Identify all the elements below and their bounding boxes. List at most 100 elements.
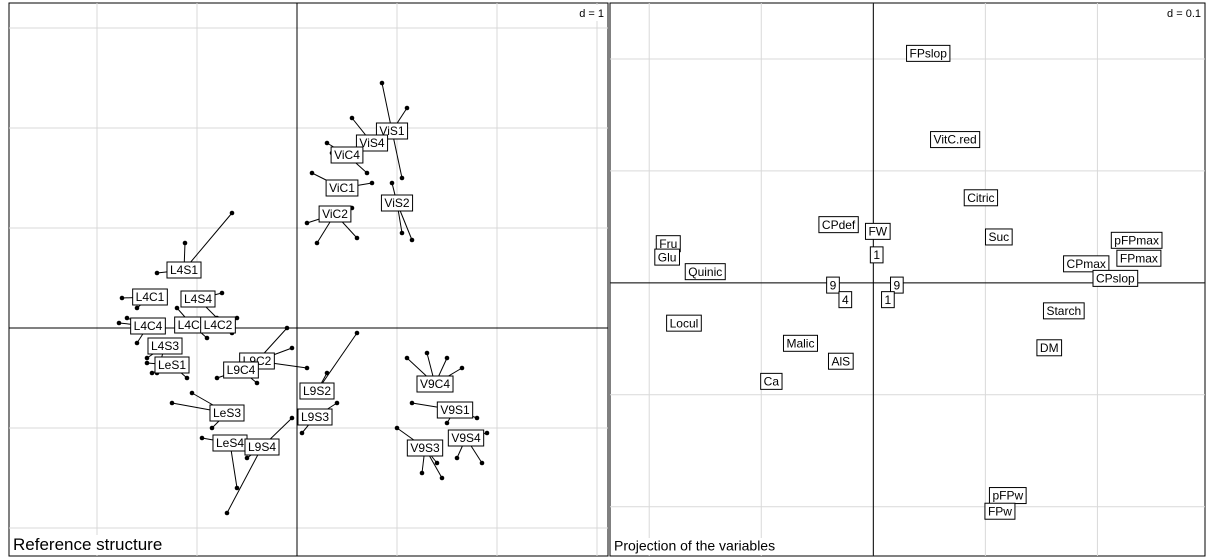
point-label: pFPmax <box>1110 231 1163 249</box>
point-label: L4S3 <box>147 337 183 355</box>
point-label: FW <box>864 222 891 240</box>
d-label-bg <box>1155 5 1203 21</box>
label-text: Starch <box>1046 304 1081 318</box>
label-text: Citric <box>967 191 994 205</box>
point-label: Locul <box>666 314 702 332</box>
point <box>354 235 360 241</box>
label-box <box>864 222 891 240</box>
label-box <box>906 44 951 62</box>
point-label: L9S4 <box>244 438 280 456</box>
point <box>484 430 490 436</box>
label-text: Locul <box>670 316 699 330</box>
point-label: pFPw <box>988 487 1027 505</box>
point-label: DM <box>1036 339 1063 357</box>
label-box <box>416 375 454 393</box>
point <box>309 170 315 176</box>
point <box>124 315 130 321</box>
label-text: ViS2 <box>384 196 409 210</box>
point-label: L4C2 <box>200 316 236 334</box>
label-box <box>180 290 216 308</box>
label-box <box>1092 269 1139 287</box>
point <box>134 340 140 346</box>
point <box>234 315 240 321</box>
scale-label: d = 1 <box>579 8 604 20</box>
point <box>324 370 330 376</box>
label-box <box>666 314 702 332</box>
point-label: 1 <box>881 291 895 309</box>
point <box>199 435 205 441</box>
point-label: L9S3 <box>297 408 333 426</box>
label-text: L9S4 <box>248 440 276 454</box>
point-label: ViS2 <box>380 194 414 212</box>
point <box>454 455 460 461</box>
point-label: VitC.red <box>930 131 981 149</box>
point <box>284 325 290 331</box>
point <box>424 350 430 356</box>
label-box <box>325 179 359 197</box>
point <box>439 475 445 481</box>
point <box>409 400 415 406</box>
label-box <box>869 246 884 264</box>
label-box <box>826 276 840 294</box>
point-label: L9C4 <box>223 361 259 379</box>
point-label: ViS4 <box>355 134 389 152</box>
label-text: V9S3 <box>410 441 440 455</box>
scale-label: d = 0.1 <box>1167 8 1201 20</box>
point <box>304 365 310 371</box>
point <box>174 305 180 311</box>
label-box <box>827 352 854 370</box>
point <box>379 80 385 86</box>
label-text: LeS1 <box>158 358 186 372</box>
label-text: Quinic <box>688 265 722 279</box>
label-text: L4C1 <box>136 290 165 304</box>
label-box <box>406 439 444 457</box>
label-box <box>154 356 190 374</box>
point-label: FPw <box>984 502 1016 520</box>
label-box <box>890 276 904 294</box>
point <box>399 230 405 236</box>
point <box>404 355 410 361</box>
label-text: pFPw <box>992 489 1023 503</box>
label-text: L9S3 <box>301 410 329 424</box>
label-box <box>436 401 474 419</box>
label-box <box>984 502 1016 520</box>
title-bg <box>10 535 168 555</box>
point <box>389 180 395 186</box>
label-box <box>200 316 236 334</box>
point-label: ViC2 <box>318 205 352 223</box>
chart-title: Reference structure <box>13 535 162 554</box>
point <box>182 240 188 246</box>
label-box <box>447 429 485 447</box>
point-label: Quinic <box>684 263 726 281</box>
point <box>304 220 310 226</box>
point-label: ViC4 <box>330 146 364 164</box>
label-text: Suc <box>988 230 1009 244</box>
label-text: CPdef <box>822 218 856 232</box>
point-label: FPslop <box>906 44 951 62</box>
label-text: FPslop <box>910 47 948 61</box>
point-label: L4S1 <box>166 261 202 279</box>
point <box>169 400 175 406</box>
label-box <box>299 382 335 400</box>
point <box>409 237 415 243</box>
point-label: L9S2 <box>299 382 335 400</box>
point-label: Suc <box>984 228 1013 246</box>
label-text: CPslop <box>1096 272 1135 286</box>
label-box <box>782 334 818 352</box>
point-label: Malic <box>782 334 818 352</box>
label-box <box>297 408 333 426</box>
label-box <box>1036 339 1063 357</box>
point-label: 9 <box>890 276 904 294</box>
point-label: V9S4 <box>447 429 485 447</box>
title-bg <box>611 538 781 555</box>
point-label: L4C1 <box>132 288 168 306</box>
label-box <box>760 372 783 390</box>
label-text: L4C2 <box>204 318 233 332</box>
point <box>119 295 125 301</box>
point <box>399 175 405 181</box>
point <box>144 360 150 366</box>
spoke <box>316 332 358 392</box>
label-box <box>984 228 1013 246</box>
spoke <box>183 212 233 271</box>
